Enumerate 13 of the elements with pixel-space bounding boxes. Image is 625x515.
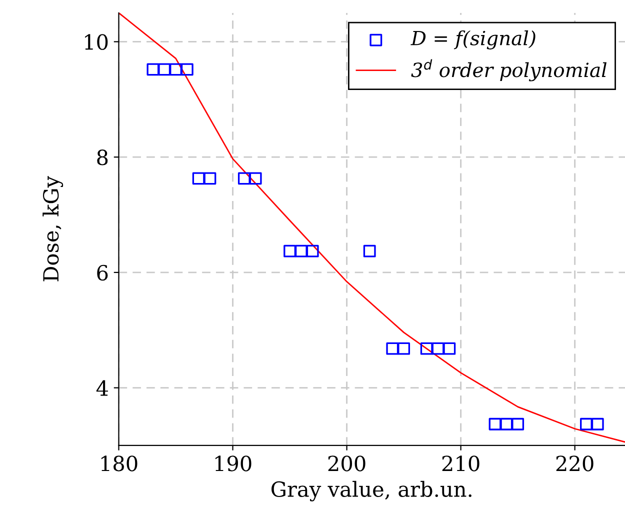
- y-tick-label: 10: [85, 34, 108, 50]
- x-axis-title: Gray value, arb.un.: [272, 480, 472, 502]
- x-tick-label: 200: [328, 456, 366, 472]
- x-tick-label: 180: [101, 456, 138, 472]
- legend-label: D = f(signal): [410, 30, 536, 50]
- x-tick-label: 190: [215, 456, 252, 472]
- x-tick-label: 220: [556, 456, 594, 472]
- x-tick-label: 210: [442, 456, 480, 472]
- y-tick-label: 4: [96, 380, 108, 396]
- legend-label: 3$^{d}$ order polynomial: [411, 59, 607, 82]
- y-tick-label: 6: [97, 264, 108, 281]
- y-axis-title: Dose, kGy: [42, 176, 64, 282]
- y-tick-label: 8: [97, 150, 108, 166]
